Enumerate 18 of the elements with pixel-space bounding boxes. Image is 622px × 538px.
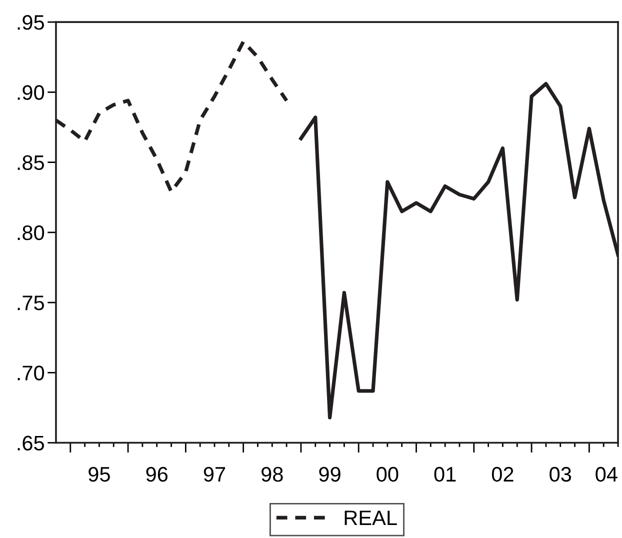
- x-tick-label: 00: [376, 466, 398, 482]
- x-tick-label: 95: [88, 466, 110, 482]
- x-tick-label: 97: [204, 466, 226, 482]
- x-tick-label: 02: [492, 466, 514, 482]
- x-tick-label: 98: [262, 466, 283, 482]
- y-tick-label: .70: [18, 366, 44, 380]
- y-tick-label: .95: [18, 15, 44, 30]
- x-tick-label: 99: [319, 466, 340, 482]
- y-tick-label: .75: [18, 296, 44, 310]
- y-tick-label: .85: [18, 155, 44, 170]
- x-tick-label: 03: [550, 466, 572, 482]
- y-tick-label: .90: [18, 85, 44, 100]
- x-tick-label: 01: [434, 466, 456, 482]
- y-tick-label: .65: [18, 436, 44, 451]
- x-tick-label: 96: [146, 466, 168, 482]
- x-tick-label: 04: [596, 466, 618, 482]
- y-tick-label: .80: [18, 225, 44, 240]
- legend-label: REAL: [344, 510, 397, 526]
